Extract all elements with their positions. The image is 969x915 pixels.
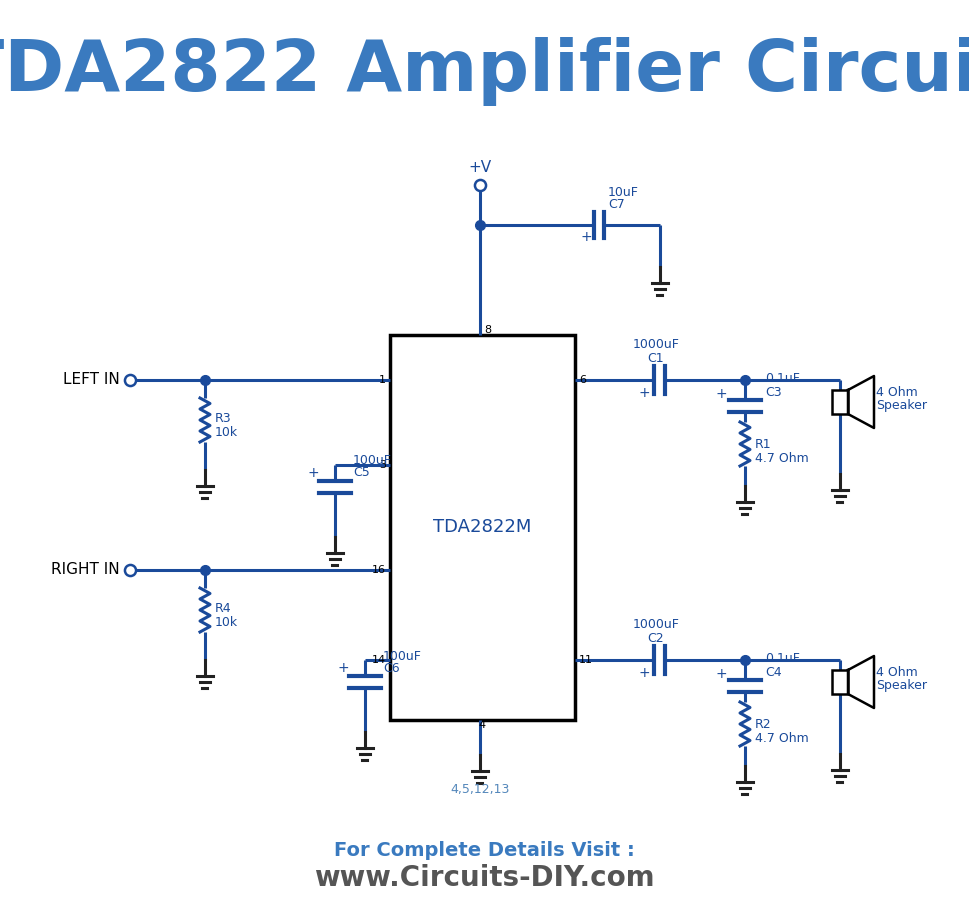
Text: 4.7 Ohm: 4.7 Ohm: [755, 731, 809, 745]
Text: R2: R2: [755, 717, 771, 730]
Text: 8: 8: [484, 325, 491, 335]
Text: Speaker: Speaker: [876, 400, 927, 413]
Text: 1000uF: 1000uF: [633, 619, 679, 631]
Text: 1: 1: [379, 375, 386, 385]
Text: R4: R4: [215, 601, 232, 615]
Text: +: +: [715, 667, 727, 681]
Bar: [832, 390, 848, 414]
Text: R1: R1: [755, 437, 771, 450]
Bar: [390, 335, 575, 720]
Text: 3: 3: [379, 460, 386, 470]
Text: 0.1uF: 0.1uF: [765, 652, 799, 665]
Text: +: +: [639, 386, 650, 400]
Text: TDA2822M: TDA2822M: [433, 519, 532, 536]
Text: 100uF: 100uF: [353, 455, 391, 468]
Bar: [832, 670, 848, 694]
Text: 16: 16: [372, 565, 386, 575]
Text: www.Circuits-DIY.com: www.Circuits-DIY.com: [314, 864, 654, 892]
Text: 4.7 Ohm: 4.7 Ohm: [755, 451, 809, 465]
Text: 4: 4: [479, 720, 486, 730]
Text: +: +: [639, 666, 650, 680]
Text: +: +: [337, 661, 349, 675]
Text: For Complete Details Visit :: For Complete Details Visit :: [333, 841, 635, 859]
Text: 10uF: 10uF: [608, 186, 639, 199]
Text: C4: C4: [765, 665, 782, 679]
Text: 10k: 10k: [215, 425, 238, 438]
Text: RIGHT IN: RIGHT IN: [51, 563, 120, 577]
Text: 4 Ohm: 4 Ohm: [876, 385, 918, 399]
Text: 4 Ohm: 4 Ohm: [876, 665, 918, 679]
Text: 4,5,12,13: 4,5,12,13: [451, 783, 510, 796]
Text: C2: C2: [647, 631, 665, 644]
Text: TDA2822 Amplifier Circuit: TDA2822 Amplifier Circuit: [0, 38, 969, 106]
Text: C6: C6: [383, 662, 399, 674]
Text: +V: +V: [468, 160, 491, 176]
Text: C3: C3: [765, 385, 782, 399]
Text: Speaker: Speaker: [876, 680, 927, 693]
Text: 6: 6: [579, 375, 586, 385]
Text: +: +: [715, 387, 727, 401]
Polygon shape: [848, 656, 874, 708]
Text: +: +: [307, 466, 319, 480]
Text: C1: C1: [647, 351, 665, 364]
Text: 0.1uF: 0.1uF: [765, 372, 799, 385]
Polygon shape: [848, 376, 874, 428]
Text: 10k: 10k: [215, 616, 238, 629]
Text: C7: C7: [608, 199, 625, 211]
Text: C5: C5: [353, 467, 370, 479]
Text: +: +: [580, 230, 592, 244]
Text: 11: 11: [579, 655, 593, 665]
Text: 1000uF: 1000uF: [633, 339, 679, 351]
Text: LEFT IN: LEFT IN: [63, 372, 120, 387]
Text: 100uF: 100uF: [383, 650, 422, 662]
Text: 14: 14: [372, 655, 386, 665]
Text: R3: R3: [215, 412, 232, 425]
